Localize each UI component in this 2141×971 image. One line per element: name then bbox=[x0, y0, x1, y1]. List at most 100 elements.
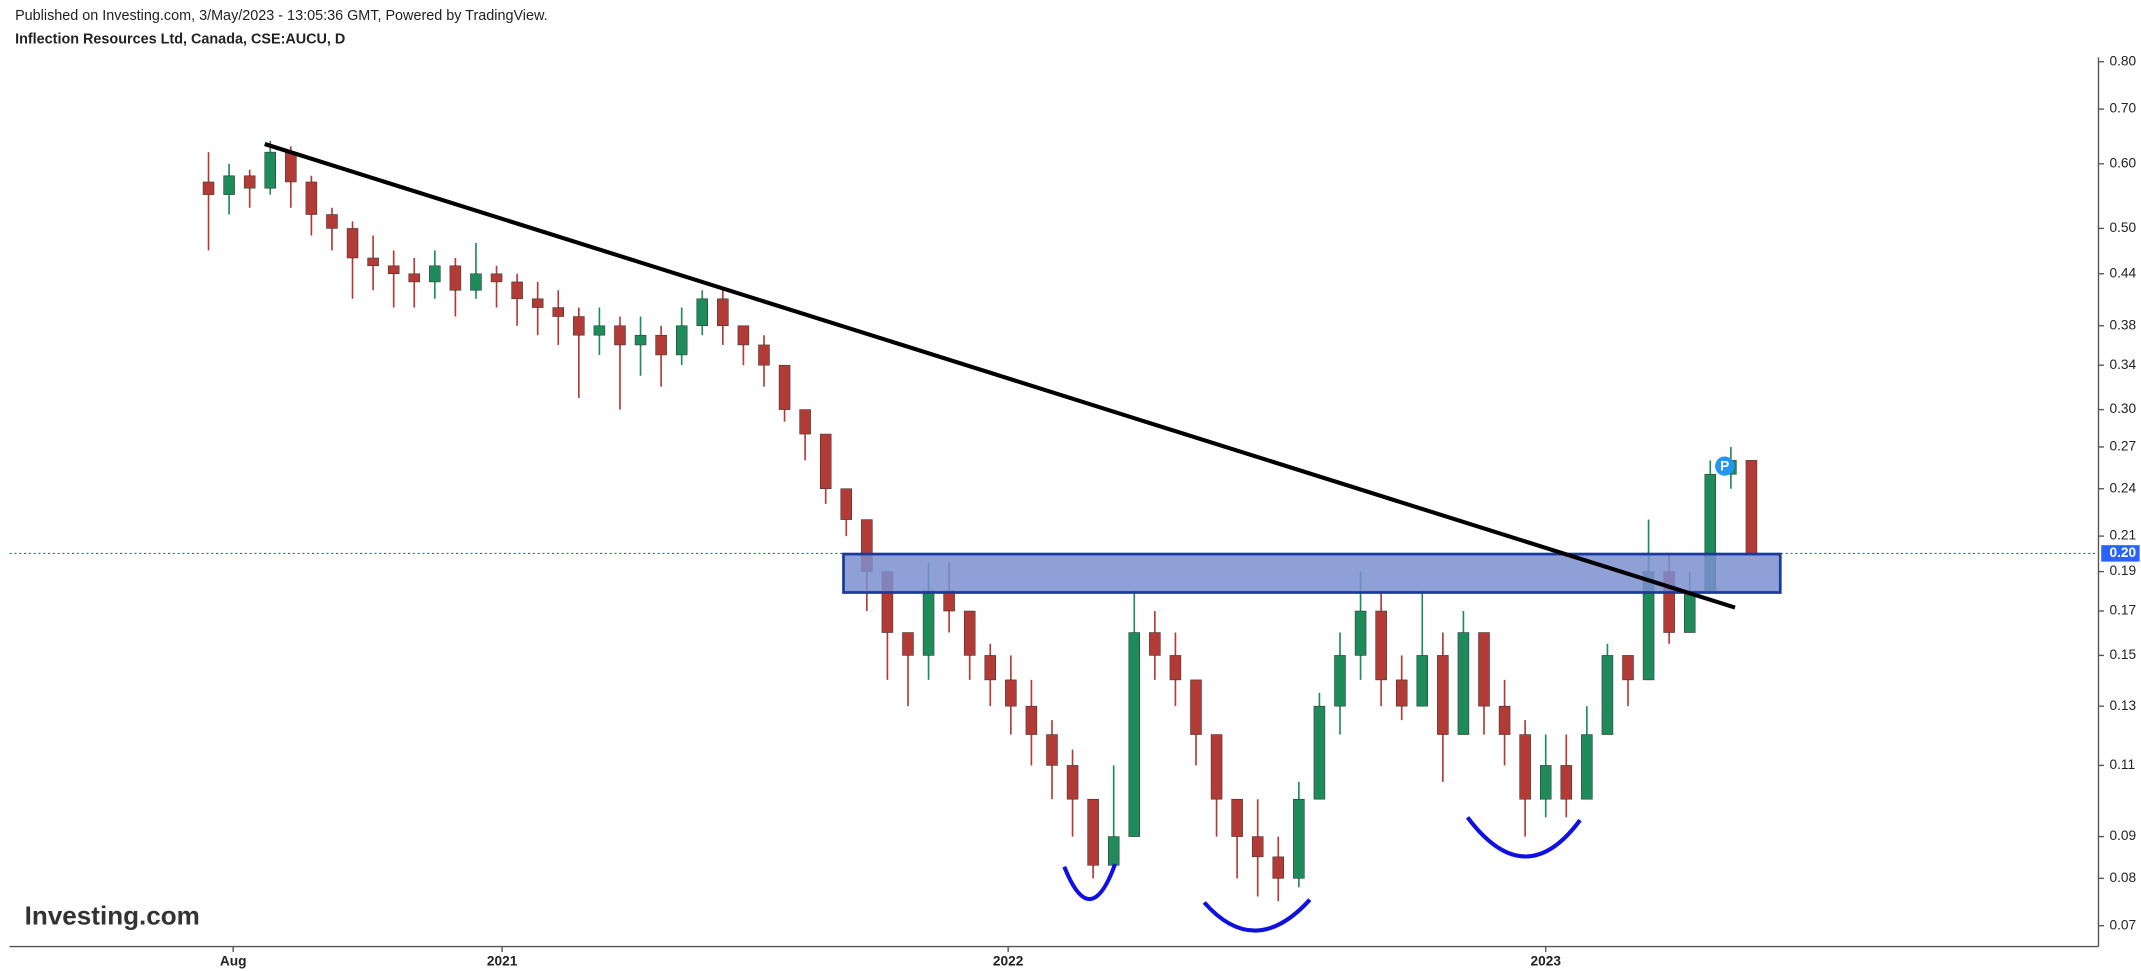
y-tick-label: 0.27 bbox=[2109, 439, 2136, 454]
candle-body bbox=[1539, 765, 1552, 800]
y-tick-label: 0.19 bbox=[2109, 563, 2136, 578]
arc bbox=[1062, 863, 1118, 901]
candle-body bbox=[1601, 655, 1614, 735]
arc bbox=[1465, 816, 1582, 859]
x-tick-label: Aug bbox=[220, 953, 247, 968]
y-tick-label: 0.15 bbox=[2109, 647, 2136, 662]
y-tick-label: 0.24 bbox=[2109, 480, 2136, 495]
y-tick-label: 0.60 bbox=[2109, 155, 2136, 170]
y-tick-label: 0.08 bbox=[2109, 870, 2136, 885]
candle-body bbox=[614, 325, 626, 346]
candle-body bbox=[758, 344, 770, 366]
candle-body bbox=[429, 265, 441, 283]
y-tick-label: 0.21 bbox=[2109, 528, 2136, 543]
candle-body bbox=[1622, 655, 1634, 681]
resistance-zone bbox=[842, 552, 1782, 594]
candle-body bbox=[264, 151, 277, 189]
candle-body bbox=[305, 181, 318, 215]
marker-label: P bbox=[1720, 458, 1729, 473]
candle-body bbox=[1293, 798, 1305, 879]
candle-body bbox=[1498, 705, 1511, 735]
candle-body bbox=[1560, 765, 1573, 800]
candle-body bbox=[490, 273, 503, 283]
candle-body bbox=[1581, 734, 1593, 800]
candle-body bbox=[1519, 734, 1531, 800]
candle-body bbox=[1046, 734, 1058, 766]
candle-body bbox=[387, 265, 400, 275]
candle-body bbox=[1107, 836, 1120, 866]
candle-body bbox=[573, 316, 585, 336]
candle-body bbox=[737, 325, 750, 346]
candle-body bbox=[511, 281, 523, 300]
candle-body bbox=[346, 228, 359, 259]
candle-body bbox=[1313, 705, 1326, 800]
candle-body bbox=[984, 655, 997, 681]
candle-body bbox=[1478, 632, 1490, 707]
logo: Investing.com bbox=[25, 900, 200, 930]
y-tick-label: 0.50 bbox=[2109, 220, 2136, 235]
candle-body bbox=[840, 488, 853, 520]
y-tick-label: 0.80 bbox=[2109, 53, 2136, 68]
candle-body bbox=[531, 298, 544, 308]
candle-body bbox=[1457, 632, 1470, 735]
x-tick-label: 2023 bbox=[1530, 953, 1561, 968]
candle-body bbox=[1375, 610, 1387, 681]
candle-body bbox=[367, 257, 379, 267]
candle-body bbox=[819, 433, 832, 490]
candle-body bbox=[1251, 836, 1264, 858]
candle-body bbox=[675, 325, 688, 356]
candle-body bbox=[634, 334, 647, 346]
candle-body bbox=[696, 298, 709, 327]
y-tick-label: 0.17 bbox=[2109, 603, 2136, 618]
candle-body bbox=[1128, 632, 1141, 837]
y-tick-label: 0.30 bbox=[2109, 401, 2136, 416]
marker bbox=[1715, 456, 1735, 476]
y-tick-label: 0.09 bbox=[2109, 828, 2136, 843]
last-price-box bbox=[2101, 545, 2140, 562]
y-tick-label: 0.07 bbox=[2109, 917, 2136, 932]
candle-body bbox=[1745, 460, 1758, 554]
y-tick-label: 0.11 bbox=[2109, 757, 2135, 772]
candle-body bbox=[963, 610, 976, 656]
y-tick-label: 0.34 bbox=[2109, 357, 2136, 372]
candle-body bbox=[1025, 705, 1038, 735]
candle-body bbox=[717, 298, 729, 327]
y-tick-label: 0.38 bbox=[2109, 317, 2136, 332]
published-line: Published on Investing.com, 3/May/2023 -… bbox=[15, 8, 548, 24]
candle-body bbox=[470, 273, 482, 291]
candle-body bbox=[285, 151, 297, 183]
candle-body bbox=[1149, 632, 1161, 656]
candle-body bbox=[202, 181, 215, 195]
candle-body bbox=[408, 273, 421, 283]
candle-body bbox=[449, 265, 462, 291]
candle-body bbox=[1190, 679, 1202, 735]
candle-body bbox=[1683, 590, 1696, 633]
y-tick-label: 0.13 bbox=[2109, 698, 2136, 713]
x-tick-label: 2021 bbox=[487, 953, 518, 968]
candle-body bbox=[223, 175, 235, 195]
plot-area: 0.07 0.08 0.09 0.11 0.13 0.15 0.17 0.19 0.21 0.24… bbox=[9, 53, 2140, 968]
candle-body bbox=[655, 334, 667, 356]
y-tick-label: 0.70 bbox=[2109, 101, 2136, 116]
arc bbox=[1202, 898, 1312, 933]
candle-body bbox=[1416, 655, 1429, 707]
candle-body bbox=[799, 409, 811, 435]
candle-body bbox=[1066, 765, 1079, 800]
candle-body bbox=[902, 632, 914, 656]
candle-body bbox=[1210, 734, 1223, 800]
trendline bbox=[264, 142, 1736, 610]
last-price-label: 0.20 bbox=[2109, 545, 2136, 560]
candle-body bbox=[1437, 655, 1449, 735]
candle-body bbox=[1005, 679, 1017, 707]
x-tick-label: 2022 bbox=[993, 953, 1024, 968]
symbol-line: Inflection Resources Ltd, Canada, CSE:AU… bbox=[15, 32, 345, 48]
candle-body bbox=[1087, 798, 1099, 866]
candle-body bbox=[1272, 856, 1285, 879]
candle-body bbox=[922, 590, 935, 656]
y-tick-label: 0.44 bbox=[2109, 265, 2136, 280]
candle-body bbox=[593, 325, 606, 336]
candle-body bbox=[1354, 610, 1367, 656]
candle-body bbox=[326, 214, 338, 229]
candle-body bbox=[1395, 679, 1408, 707]
